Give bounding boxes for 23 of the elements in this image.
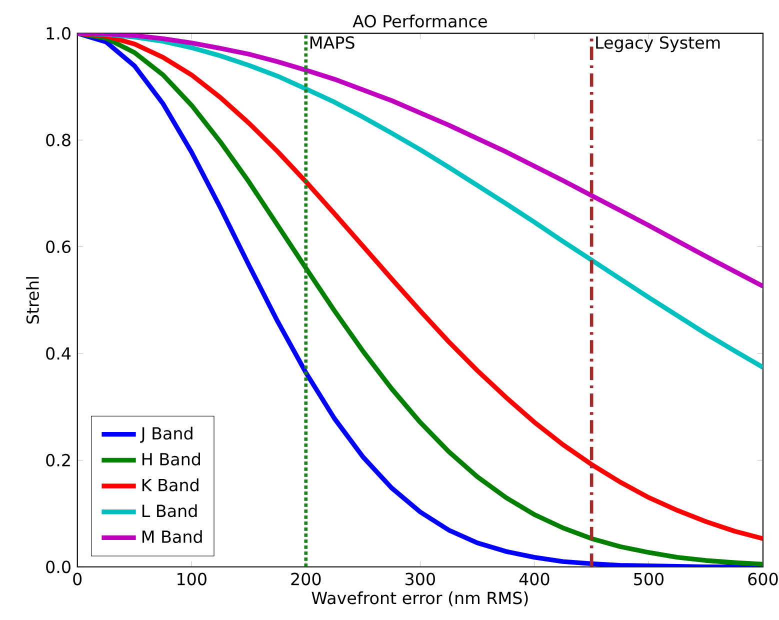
y-tick-label: 0.4 bbox=[46, 347, 71, 360]
x-tick-label: 500 bbox=[634, 572, 664, 586]
x-tick-label: 0 bbox=[73, 572, 82, 586]
ref-line-label: Legacy System bbox=[596, 36, 720, 52]
legend-label: K Band bbox=[142, 478, 198, 492]
x-tick-label: 300 bbox=[406, 572, 435, 586]
legend-label: M Band bbox=[142, 530, 202, 543]
y-tick-label: 0.2 bbox=[46, 454, 70, 466]
y-tick-label: 1.0 bbox=[46, 26, 70, 40]
ref-line-label: MAPS bbox=[310, 36, 354, 49]
legend-label: J Band bbox=[140, 426, 192, 443]
x-tick-label: 600 bbox=[748, 572, 778, 586]
legend-label: H Band bbox=[142, 452, 200, 466]
y-axis-title: Strehl bbox=[26, 276, 39, 324]
chart-title: AO Performance bbox=[352, 14, 487, 28]
x-tick-label: 200 bbox=[291, 572, 321, 586]
legend-label: L Band bbox=[142, 504, 197, 518]
x-tick-label: 100 bbox=[178, 572, 206, 586]
y-tick-label: 0.6 bbox=[46, 240, 70, 253]
y-tick-label: 0.0 bbox=[46, 560, 70, 574]
x-axis-title: Wavefront error (nm RMS) bbox=[312, 591, 528, 606]
x-tick-label: 400 bbox=[519, 572, 550, 586]
y-tick-label: 0.8 bbox=[46, 134, 70, 146]
